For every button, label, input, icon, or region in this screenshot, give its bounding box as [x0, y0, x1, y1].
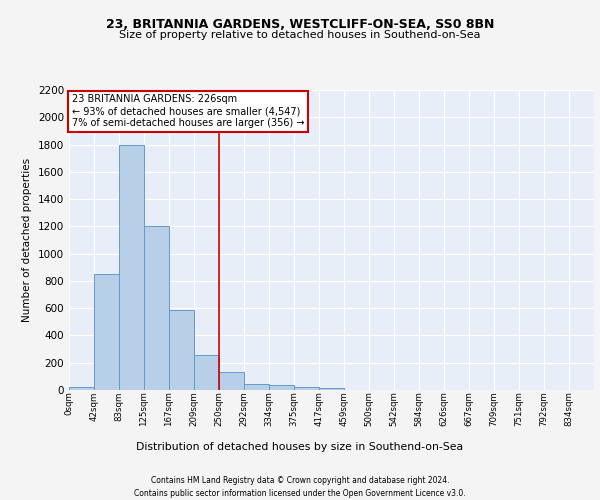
Text: Size of property relative to detached houses in Southend-on-Sea: Size of property relative to detached ho…: [119, 30, 481, 40]
Text: Distribution of detached houses by size in Southend-on-Sea: Distribution of detached houses by size …: [136, 442, 464, 452]
Bar: [169, 310, 194, 390]
Bar: [269, 384, 294, 390]
Bar: [69, 386, 94, 390]
Text: 23, BRITANNIA GARDENS, WESTCLIFF-ON-SEA, SS0 8BN: 23, BRITANNIA GARDENS, WESTCLIFF-ON-SEA,…: [106, 18, 494, 30]
Text: Contains public sector information licensed under the Open Government Licence v3: Contains public sector information licen…: [134, 489, 466, 498]
Text: 23 BRITANNIA GARDENS: 226sqm
← 93% of detached houses are smaller (4,547)
7% of : 23 BRITANNIA GARDENS: 226sqm ← 93% of de…: [71, 94, 304, 128]
Bar: [244, 384, 269, 390]
Bar: [294, 386, 319, 390]
Bar: [119, 144, 144, 390]
Y-axis label: Number of detached properties: Number of detached properties: [22, 158, 32, 322]
Bar: [144, 226, 169, 390]
Bar: [219, 372, 244, 390]
Bar: [319, 388, 344, 390]
Bar: [94, 274, 119, 390]
Text: Contains HM Land Registry data © Crown copyright and database right 2024.: Contains HM Land Registry data © Crown c…: [151, 476, 449, 485]
Bar: [194, 355, 219, 390]
